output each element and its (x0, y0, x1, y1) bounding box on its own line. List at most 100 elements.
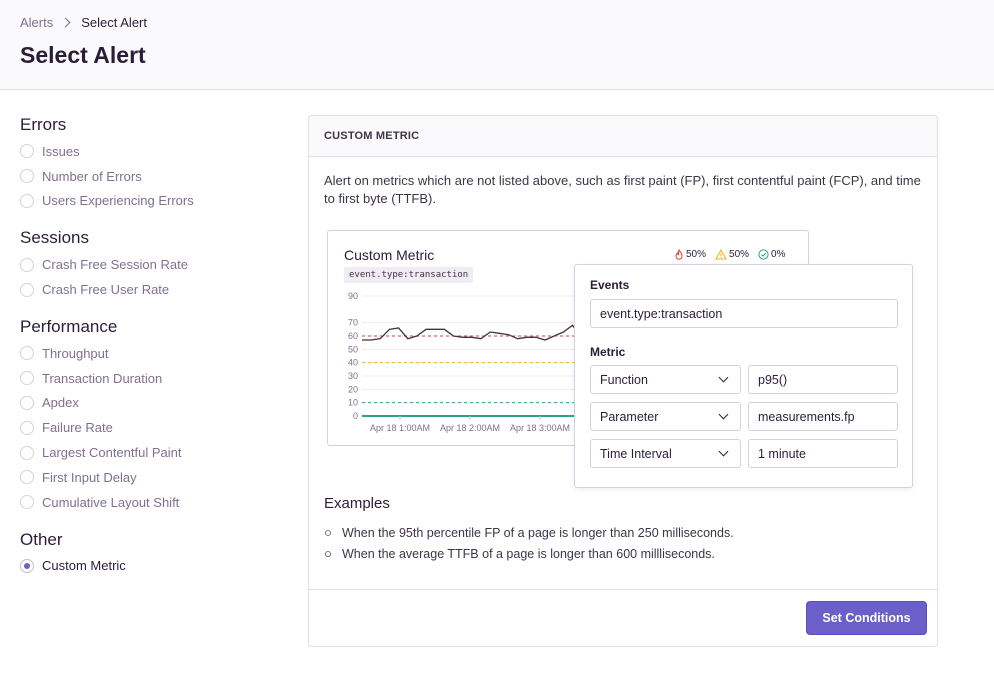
radio-icon[interactable] (20, 257, 34, 272)
checkmark-circle-icon (758, 249, 769, 260)
radio-icon[interactable] (20, 282, 34, 297)
alert-type-option-label: Issues (42, 143, 80, 159)
alert-type-sidebar: Errors Issues Number of Errors Users Experi… (20, 112, 280, 593)
y-tick-label: 70 (348, 318, 358, 328)
panel-footer-divider (309, 589, 937, 590)
alert-type-option[interactable]: Custom Metric (20, 554, 280, 579)
alert-type-option[interactable]: Apdex (20, 391, 280, 416)
function-select-label: Function (600, 372, 648, 387)
examples-list: When the 95th percentile FP of a page is… (325, 522, 734, 564)
warning-badge: 50% (715, 249, 749, 260)
alert-type-option[interactable]: Throughput (20, 341, 280, 366)
metric-line-chart: 90 70 60 50 40 30 20 10 0 Apr 18 1:00AM Apr 18 2:0… (348, 291, 600, 433)
chevron-down-icon (718, 409, 729, 420)
breadcrumb-alerts-link[interactable]: Alerts (20, 15, 54, 30)
breadcrumb: Alerts Select Alert (20, 15, 147, 30)
time-interval-select[interactable]: Time Interval (590, 439, 741, 468)
y-tick-label: 60 (348, 331, 358, 341)
example-item: When the 95th percentile FP of a page is… (325, 522, 734, 543)
radio-icon[interactable] (20, 495, 34, 510)
radio-icon[interactable] (20, 470, 34, 485)
y-tick-label: 90 (348, 291, 358, 301)
page-header: Alerts Select Alert Select Alert (0, 0, 994, 90)
sidebar-group: Errors Issues Number of Errors Users Experi… (20, 115, 280, 213)
alert-type-option-label: First Input Delay (42, 469, 137, 485)
metric-series-line (362, 324, 600, 341)
alert-type-option[interactable]: First Input Delay (20, 465, 280, 490)
breadcrumb-current: Select Alert (81, 15, 147, 30)
examples-title: Examples (324, 495, 390, 512)
example-item: When the average TTFB of a page is longe… (325, 543, 734, 564)
sidebar-group-title: Errors (20, 115, 67, 134)
parameter-value-input[interactable]: measurements.fp (748, 402, 898, 431)
sidebar-group-title: Sessions (20, 228, 89, 248)
x-tick-label: Apr 18 3:00AM (510, 423, 570, 433)
alert-type-option[interactable]: Users Experiencing Errors (20, 189, 280, 214)
sidebar-group: Sessions Crash Free Session Rate Crash Fre… (20, 228, 280, 302)
panel-description: Alert on metrics which are not listed ab… (324, 173, 921, 206)
radio-icon[interactable] (20, 371, 34, 386)
chevron-right-icon (60, 17, 71, 28)
function-value-input[interactable]: p95() (748, 365, 898, 394)
function-select[interactable]: Function (590, 365, 741, 394)
alert-type-option-label: Crash Free Session Rate (42, 257, 188, 273)
y-tick-label: 20 (348, 384, 358, 394)
radio-icon[interactable] (20, 420, 34, 435)
bullet-icon (325, 529, 331, 536)
y-tick-label: 50 (348, 344, 358, 354)
radio-icon[interactable] (20, 558, 34, 573)
sidebar-group: Performance Throughput Transaction Duratio… (20, 317, 280, 515)
sidebar-group-title: Other (20, 529, 63, 549)
time-interval-select-label: Time Interval (600, 446, 672, 461)
alert-type-option[interactable]: Crash Free Session Rate (20, 252, 280, 277)
chart-badges: 50% 50% 0% (674, 249, 785, 260)
radio-icon[interactable] (20, 445, 34, 460)
radio-icon[interactable] (20, 346, 34, 361)
panel-header: CUSTOM METRIC (309, 116, 937, 157)
x-tick-label: Apr 18 2:00AM (440, 423, 500, 433)
time-interval-value-input[interactable]: 1 minute (748, 439, 898, 468)
alert-type-option[interactable]: Transaction Duration (20, 366, 280, 391)
alert-type-option[interactable]: Cumulative Layout Shift (20, 490, 280, 515)
critical-badge: 50% (674, 249, 706, 260)
alert-type-option[interactable]: Number of Errors (20, 164, 280, 189)
chevron-down-icon (718, 446, 729, 457)
alert-type-option-label: Apdex (42, 395, 79, 411)
radio-icon[interactable] (20, 144, 34, 159)
alert-type-option-label: Failure Rate (42, 420, 113, 436)
events-query-input[interactable]: event.type:transaction (590, 299, 898, 328)
alert-type-option-label: Crash Free User Rate (42, 282, 170, 298)
alert-type-option[interactable]: Crash Free User Rate (20, 277, 280, 302)
alert-type-option[interactable]: Failure Rate (20, 415, 280, 440)
warning-icon (715, 249, 727, 260)
set-conditions-button[interactable]: Set Conditions (806, 601, 927, 635)
alert-type-option[interactable]: Issues (20, 139, 280, 164)
radio-icon[interactable] (20, 193, 34, 208)
resolved-badge: 0% (758, 249, 785, 260)
radio-icon[interactable] (20, 169, 34, 184)
y-tick-label: 40 (348, 358, 358, 368)
chevron-down-icon (718, 372, 729, 383)
alert-type-option[interactable]: Largest Contentful Paint (20, 440, 280, 465)
resolved-badge-value: 0% (771, 249, 786, 260)
alert-type-option-label: Custom Metric (42, 558, 126, 574)
chart-query-tag: event.type:transaction (344, 267, 474, 283)
fire-icon (675, 249, 683, 260)
chart-title: Custom Metric (344, 247, 435, 263)
sidebar-group: Other Custom Metric (20, 530, 280, 579)
y-tick-label: 30 (348, 371, 358, 381)
custom-metric-panel: CUSTOM METRIC Alert on metrics which are… (308, 115, 938, 647)
sidebar-group-title: Performance (20, 316, 118, 336)
warning-badge-value: 50% (729, 249, 750, 260)
page-title: Select Alert (20, 42, 146, 68)
alert-type-option-label: Largest Contentful Paint (42, 445, 182, 461)
metric-label: Metric (590, 345, 626, 359)
parameter-select[interactable]: Parameter (590, 402, 741, 431)
alert-type-option-label: Number of Errors (42, 168, 142, 184)
example-text: When the average TTFB of a page is longe… (342, 546, 715, 561)
metric-builder-popover: Events event.type:transaction Metric Fun… (574, 264, 913, 488)
alert-type-option-label: Cumulative Layout Shift (42, 494, 180, 510)
parameter-select-label: Parameter (600, 409, 659, 424)
alert-type-option-label: Transaction Duration (42, 370, 163, 386)
radio-icon[interactable] (20, 395, 34, 410)
